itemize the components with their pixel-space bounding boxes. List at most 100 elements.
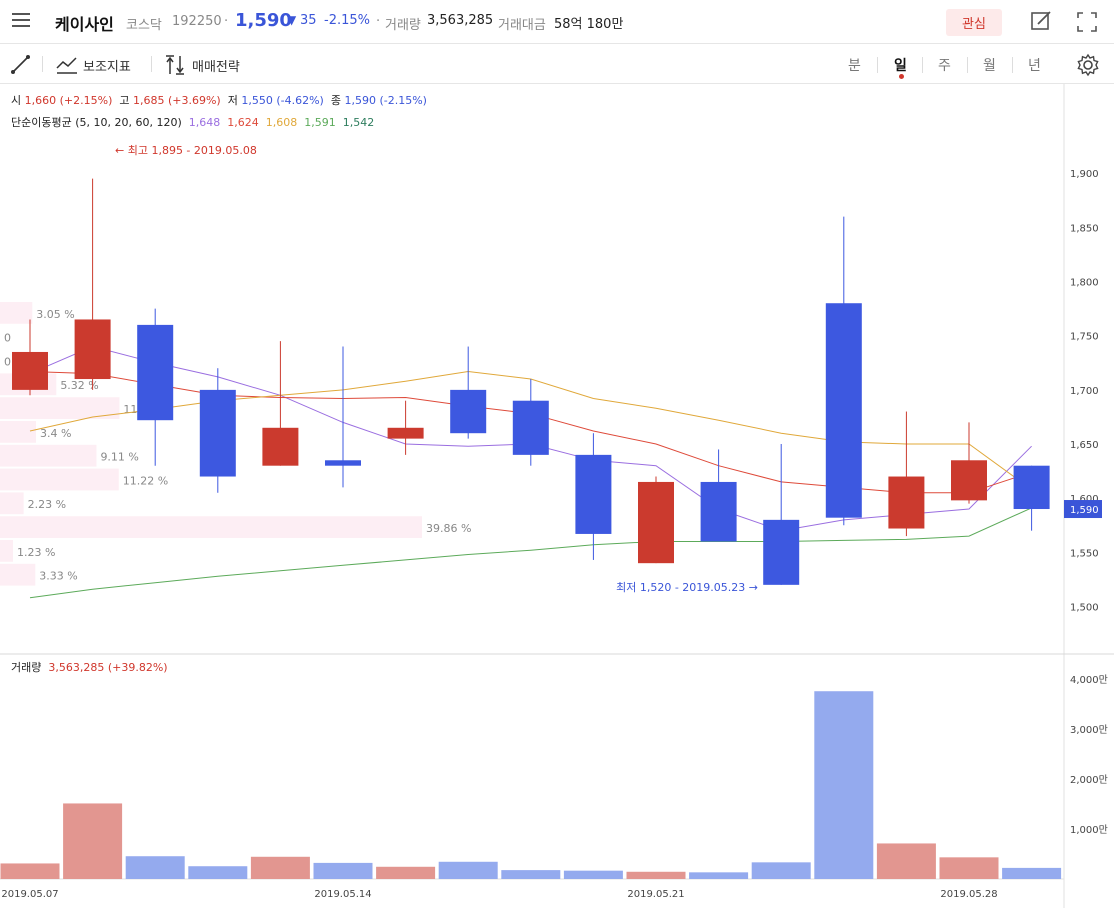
indicator-button[interactable]: 보조지표 — [83, 60, 131, 75]
candle-body — [700, 481, 737, 542]
ma120-value: 1,542 — [342, 116, 375, 129]
period-month[interactable]: 월 — [983, 58, 996, 74]
volume-pane-value: 3,563,285 (+39.82%) — [48, 661, 168, 674]
price-change: 35 — [300, 13, 317, 28]
high-value: 1,685 (+3.69%) — [132, 94, 221, 107]
watch-button[interactable]: 관심 — [946, 9, 1002, 36]
amount-value: 58억 180만 — [554, 17, 624, 32]
volume-bar — [188, 866, 248, 879]
volume-profile-bar — [0, 563, 36, 586]
strategy-icon[interactable] — [164, 54, 188, 76]
volume-profile-label: 3.4 % — [40, 427, 71, 440]
volume-profile-bar — [0, 516, 422, 538]
volume-profile-bar — [0, 397, 120, 419]
price-change-pct: -2.15% — [324, 13, 370, 28]
last-price-marker — [1064, 500, 1102, 519]
price-tick-label: 1,900 — [1070, 169, 1099, 180]
current-price: 1,590 — [235, 10, 292, 31]
volume-profile-label: 3.05 % — [36, 308, 74, 321]
market-name: 코스닥 — [126, 18, 162, 33]
price-tick-label: 1,650 — [1070, 440, 1099, 451]
price-tick-label: 1,500 — [1070, 603, 1099, 614]
date-tick-label: 2019.05.21 — [627, 889, 684, 900]
volume-bar — [63, 803, 123, 879]
volume-bar — [1002, 867, 1062, 879]
amount-label: 거래대금 — [498, 18, 546, 33]
close-value: 1,590 (-2.15%) — [344, 94, 427, 107]
chart-toolbar: 보조지표 매매전략 분 일 주 월 년 — [0, 44, 1114, 84]
volume-bar — [0, 863, 60, 879]
last-price-label: 1,590 — [1070, 505, 1099, 516]
volume-tick-label: 2,000만 — [1070, 774, 1108, 786]
draw-line-icon[interactable] — [10, 54, 32, 76]
candle-body — [763, 519, 800, 585]
ma60-value: 1,591 — [304, 116, 336, 129]
volume-profile-label: 11.22 % — [123, 474, 168, 487]
period-divider — [967, 57, 968, 73]
volume-tick-label: 4,000만 — [1070, 674, 1108, 686]
candle-body — [262, 427, 299, 466]
menu-icon[interactable] — [12, 9, 30, 31]
toolbar-divider — [42, 56, 43, 72]
volume-profile-bar — [0, 444, 97, 467]
volume-profile-bar — [0, 421, 36, 443]
strategy-button[interactable]: 매매전략 — [192, 60, 240, 75]
candle-body — [12, 351, 48, 390]
period-divider — [877, 57, 878, 73]
volume-profile-label: 0 — [4, 332, 11, 345]
candle-body — [450, 389, 487, 434]
chart-area[interactable]: 3.05 %00 %5.32 %11.28 %3.4 %9.11 %11.22 … — [0, 84, 1114, 908]
period-divider — [1012, 57, 1013, 73]
date-tick-label: 2019.05.07 — [1, 889, 58, 900]
volume-bar — [939, 857, 999, 879]
fullscreen-icon[interactable] — [1076, 11, 1098, 33]
period-week[interactable]: 주 — [938, 58, 951, 74]
volume-bar — [250, 856, 310, 879]
candle-body — [638, 481, 674, 564]
ohlc-info: 시 1,660 (+2.15%) 고 1,685 (+3.69%) 저 1,55… — [11, 92, 427, 108]
toolbar-divider-2 — [151, 56, 152, 72]
candle-body — [512, 400, 549, 455]
settings-gear-icon[interactable] — [1076, 53, 1100, 77]
volume-tick-label: 3,000만 — [1070, 724, 1108, 736]
volume-tick-label: 1,000만 — [1070, 824, 1108, 836]
top-bar: 케이사인 코스닥 192250 · 1,590 ▼ 35 -2.15% · 거래… — [0, 0, 1114, 44]
period-divider — [922, 57, 923, 73]
ma-label: 단순이동평균 (5, 10, 20, 60, 120) — [11, 116, 182, 129]
close-label: 종 — [330, 94, 341, 107]
ma60-line — [29, 507, 1032, 599]
change-arrow-icon: ▼ — [287, 13, 297, 27]
volume-bar — [125, 856, 185, 879]
volume-bar — [751, 862, 811, 879]
candle-body — [199, 389, 236, 477]
volume-profile-label: 3.33 % — [39, 570, 77, 583]
stock-code: 192250 — [172, 14, 222, 29]
period-day[interactable]: 일 — [894, 58, 907, 74]
volume-profile-bar — [0, 468, 119, 491]
volume-profile-label: 9.11 % — [100, 451, 138, 464]
volume-value: 3,563,285 — [427, 13, 494, 28]
high-annotation: ← 최고 1,895 - 2019.05.08 — [115, 144, 257, 157]
candle-body — [825, 303, 862, 518]
volume-profile-label: 5.32 % — [60, 379, 98, 392]
volume-label: 거래량 — [385, 18, 421, 33]
candle-body — [1013, 465, 1050, 510]
edit-icon[interactable] — [1030, 10, 1052, 32]
indicator-icon[interactable] — [56, 54, 78, 76]
date-tick-label: 2019.05.28 — [940, 889, 997, 900]
period-minute[interactable]: 분 — [848, 58, 861, 74]
price-tick-label: 1,800 — [1070, 278, 1099, 289]
separator-dot: · — [224, 14, 229, 29]
volume-bar — [876, 843, 936, 879]
volume-bar — [376, 866, 436, 879]
volume-bar — [689, 872, 749, 879]
price-tick-label: 1,850 — [1070, 223, 1099, 234]
candle-body — [575, 454, 612, 534]
open-label: 시 — [11, 94, 22, 107]
period-year[interactable]: 년 — [1028, 58, 1041, 74]
ma5-value: 1,648 — [188, 116, 221, 129]
ma20-value: 1,608 — [265, 116, 298, 129]
candle-body — [74, 319, 111, 380]
volume-bar — [438, 861, 498, 879]
candle-body — [387, 427, 424, 439]
